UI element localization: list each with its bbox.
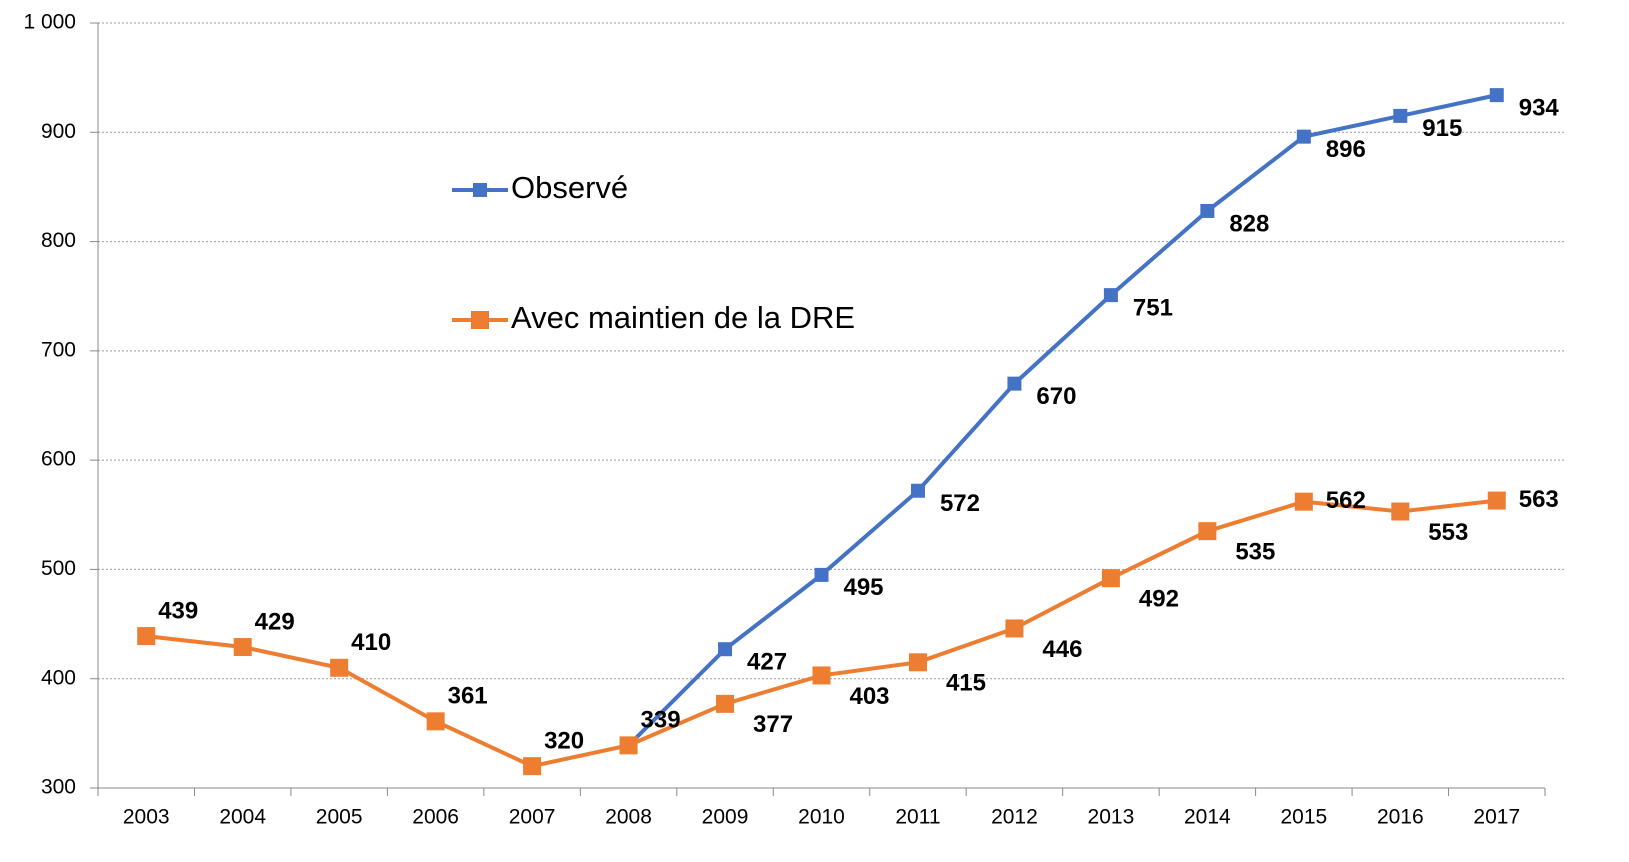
data-label: 562 — [1326, 487, 1366, 514]
marker — [1198, 522, 1217, 541]
marker — [523, 757, 542, 776]
x-tick-label: 2006 — [412, 806, 459, 829]
data-label: 535 — [1235, 539, 1275, 566]
data-label: 915 — [1422, 115, 1462, 142]
data-label: 339 — [641, 707, 681, 734]
legend-marker — [473, 183, 487, 197]
x-tick-label: 2011 — [895, 806, 940, 829]
data-label: 751 — [1133, 294, 1173, 321]
marker — [1296, 129, 1311, 144]
series-line — [146, 498, 1497, 769]
marker — [716, 694, 735, 713]
data-label: 553 — [1428, 519, 1468, 546]
data-label: 896 — [1326, 136, 1366, 163]
y-tick-label: 800 — [41, 229, 76, 252]
data-label: 427 — [747, 649, 787, 676]
data-label: 415 — [946, 670, 986, 697]
marker — [1103, 288, 1118, 303]
data-label: 429 — [255, 608, 295, 635]
x-tick-label: 2007 — [509, 806, 556, 829]
marker — [908, 653, 927, 672]
data-label: 495 — [843, 574, 883, 601]
marker — [718, 642, 733, 657]
legend-marker — [471, 311, 489, 329]
y-tick-label: 300 — [41, 776, 76, 799]
data-label: 377 — [753, 711, 793, 738]
marker — [1005, 619, 1024, 638]
y-tick-label: 1 000 — [23, 11, 76, 34]
marker — [814, 567, 829, 582]
data-label: 320 — [544, 727, 584, 754]
marker — [330, 658, 349, 677]
y-tick-label: 400 — [41, 666, 76, 689]
marker — [910, 483, 925, 498]
data-label: 670 — [1036, 383, 1076, 410]
marker — [1391, 502, 1410, 521]
marker — [812, 666, 831, 685]
series-line — [627, 93, 1498, 747]
x-tick-label: 2005 — [316, 806, 363, 829]
marker — [1007, 376, 1022, 391]
marker — [137, 627, 156, 646]
y-tick-label: 600 — [41, 448, 76, 471]
x-tick-label: 2014 — [1184, 806, 1231, 829]
x-tick-label: 2012 — [991, 806, 1038, 829]
data-label: 828 — [1229, 210, 1269, 237]
x-tick-label: 2010 — [798, 806, 845, 829]
data-label: 563 — [1519, 486, 1559, 513]
x-tick-label: 2015 — [1280, 806, 1327, 829]
x-tick-label: 2008 — [605, 806, 652, 829]
marker — [1489, 88, 1504, 103]
data-label: 446 — [1042, 636, 1082, 663]
x-tick-label: 2003 — [123, 806, 170, 829]
data-label: 410 — [351, 629, 391, 656]
data-label: 361 — [448, 683, 488, 710]
y-tick-label: 900 — [41, 120, 76, 143]
marker — [619, 736, 638, 755]
legend-label: Observé — [511, 170, 628, 205]
x-tick-label: 2017 — [1473, 806, 1520, 829]
marker — [1200, 203, 1215, 218]
data-label: 572 — [940, 490, 980, 517]
data-label: 403 — [849, 683, 889, 710]
y-tick-label: 700 — [41, 338, 76, 361]
marker — [426, 712, 445, 731]
legend-label: Avec maintien de la DRE — [511, 300, 855, 335]
marker — [233, 638, 252, 657]
data-label: 492 — [1139, 586, 1179, 613]
x-tick-label: 2016 — [1377, 806, 1424, 829]
marker — [1294, 492, 1313, 511]
data-label: 934 — [1519, 94, 1560, 121]
marker — [1101, 569, 1120, 588]
x-tick-label: 2009 — [702, 806, 749, 829]
marker — [1487, 491, 1506, 510]
x-tick-label: 2004 — [219, 806, 266, 829]
marker — [1393, 108, 1408, 123]
x-tick-label: 2013 — [1088, 806, 1135, 829]
y-tick-label: 500 — [41, 557, 76, 580]
data-label: 439 — [158, 597, 198, 624]
